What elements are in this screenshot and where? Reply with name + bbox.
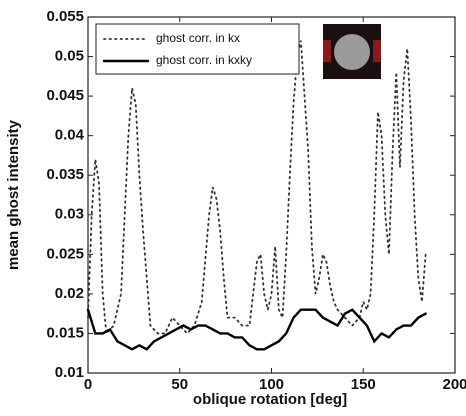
y-tick-label: 0.01 <box>55 364 84 381</box>
x-tick-label: 150 <box>351 376 376 393</box>
legend-label: ghost corr. in kxky <box>156 53 252 67</box>
y-tick-label: 0.035 <box>46 166 84 183</box>
y-tick-label: 0.03 <box>55 206 84 223</box>
x-tick-label: 0 <box>84 376 92 393</box>
legend-label: ghost corr. in kx <box>156 31 240 45</box>
inset-image <box>323 24 381 79</box>
y-tick-label: 0.025 <box>46 245 84 262</box>
legend-box <box>95 23 300 75</box>
x-tick-label: 200 <box>442 376 466 393</box>
y-tick-label: 0.055 <box>46 8 84 25</box>
line-series <box>86 308 427 351</box>
y-tick-label: 0.015 <box>46 324 84 341</box>
y-tick-label: 0.04 <box>55 127 85 144</box>
y-tick-label: 0.05 <box>55 48 84 65</box>
x-axis-label: oblique rotation [deg] <box>193 391 347 408</box>
x-tick-label: 50 <box>171 376 188 393</box>
x-tick-label: 100 <box>259 376 284 393</box>
y-tick-label: 0.02 <box>55 285 84 302</box>
y-tick-label: 0.045 <box>46 87 84 104</box>
y-axis-label: mean ghost intensity <box>5 119 22 270</box>
line-series <box>87 40 427 336</box>
